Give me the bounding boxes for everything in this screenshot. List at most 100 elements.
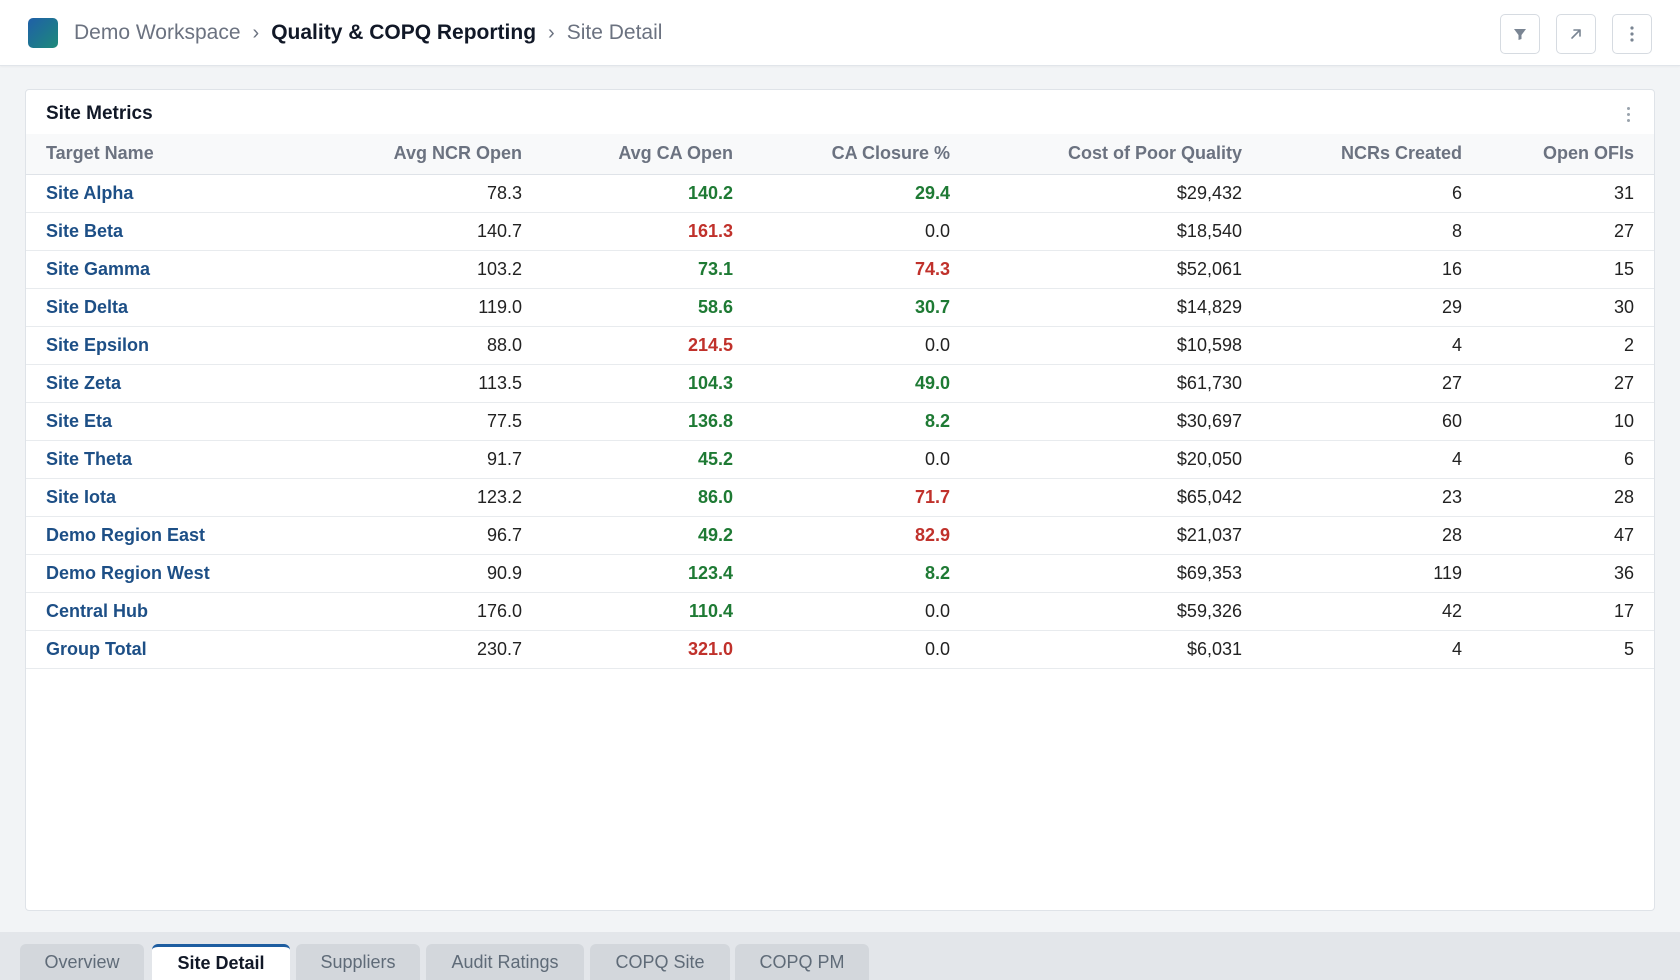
cell-avg-ncr-open: 123.2 bbox=[306, 478, 542, 517]
cell-ca-closure: 8.2 bbox=[753, 402, 970, 441]
cell-ca-closure: 30.7 bbox=[753, 288, 970, 327]
table-row[interactable]: Site Theta 91.7 45.2 0.0 $20,050 4 6 bbox=[26, 440, 1654, 479]
cell-avg-ca-open: 45.2 bbox=[542, 440, 753, 479]
cell-target-name[interactable]: Site Epsilon bbox=[26, 326, 306, 365]
table-row[interactable]: Site Alpha 78.3 140.2 29.4 $29,432 6 31 bbox=[26, 174, 1654, 213]
cell-target-name[interactable]: Site Iota bbox=[26, 478, 306, 517]
cell-ca-closure: 29.4 bbox=[753, 174, 970, 213]
cell-open-ofis: 15 bbox=[1482, 250, 1654, 289]
cell-target-name[interactable]: Site Delta bbox=[26, 288, 306, 327]
expand-icon bbox=[1571, 29, 1581, 39]
cell-avg-ca-open: 123.4 bbox=[542, 554, 753, 593]
cell-ca-closure: 0.0 bbox=[753, 440, 970, 479]
tab-copq-pm[interactable]: COPQ PM bbox=[735, 944, 869, 980]
cell-avg-ca-open: 58.6 bbox=[542, 288, 753, 327]
breadcrumb-report[interactable]: Quality & COPQ Reporting bbox=[271, 21, 537, 44]
cell-target-name[interactable]: Demo Region West bbox=[26, 554, 306, 593]
cell-target-name[interactable]: Site Zeta bbox=[26, 364, 306, 403]
card-menu-icon[interactable] bbox=[1620, 102, 1636, 126]
column-header-ncrs-created[interactable]: NCRs Created bbox=[1262, 134, 1482, 175]
cell-avg-ca-open: 214.5 bbox=[542, 326, 753, 365]
column-header-copq[interactable]: Cost of Poor Quality bbox=[970, 134, 1262, 175]
column-header-target-name[interactable]: Target Name bbox=[26, 134, 306, 175]
cell-ca-closure: 0.0 bbox=[753, 630, 970, 669]
cell-open-ofis: 6 bbox=[1482, 440, 1654, 479]
cell-avg-ca-open: 104.3 bbox=[542, 364, 753, 403]
cell-open-ofis: 5 bbox=[1482, 630, 1654, 669]
tab-audit-ratings[interactable]: Audit Ratings bbox=[426, 944, 584, 980]
column-header-open-ofis[interactable]: Open OFIs bbox=[1482, 134, 1654, 175]
table-body: Site Alpha 78.3 140.2 29.4 $29,432 6 31 Site Be… bbox=[26, 174, 1654, 669]
cell-target-name[interactable]: Demo Region East bbox=[26, 516, 306, 555]
table-row[interactable]: Site Iota 123.2 86.0 71.7 $65,042 23 28 bbox=[26, 478, 1654, 517]
cell-copq: $52,061 bbox=[970, 250, 1262, 289]
cell-open-ofis: 27 bbox=[1482, 364, 1654, 403]
cell-avg-ca-open: 86.0 bbox=[542, 478, 753, 517]
table-row[interactable]: Site Gamma 103.2 73.1 74.3 $52,061 16 15 bbox=[26, 250, 1654, 289]
tab-overview[interactable]: Overview bbox=[20, 944, 144, 980]
table-row[interactable]: Demo Region East 96.7 49.2 82.9 $21,037 28 47 bbox=[26, 516, 1654, 555]
cell-open-ofis: 31 bbox=[1482, 174, 1654, 213]
cell-avg-ncr-open: 113.5 bbox=[306, 364, 542, 403]
cell-ca-closure: 49.0 bbox=[753, 364, 970, 403]
cell-target-name[interactable]: Site Alpha bbox=[26, 174, 306, 213]
filter-button[interactable] bbox=[1500, 14, 1540, 54]
cell-target-name[interactable]: Site Gamma bbox=[26, 250, 306, 289]
cell-ncrs-created: 23 bbox=[1262, 478, 1482, 517]
cell-ca-closure: 0.0 bbox=[753, 212, 970, 251]
table-row[interactable]: Site Beta 140.7 161.3 0.0 $18,540 8 27 bbox=[26, 212, 1654, 251]
cell-avg-ca-open: 49.2 bbox=[542, 516, 753, 555]
cell-avg-ncr-open: 88.0 bbox=[306, 326, 542, 365]
cell-open-ofis: 30 bbox=[1482, 288, 1654, 327]
cell-avg-ncr-open: 96.7 bbox=[306, 516, 542, 555]
tab-suppliers[interactable]: Suppliers bbox=[296, 944, 420, 980]
expand-button[interactable] bbox=[1556, 14, 1596, 54]
cell-copq: $18,540 bbox=[970, 212, 1262, 251]
cell-target-name[interactable]: Site Beta bbox=[26, 212, 306, 251]
tab-copq-site[interactable]: COPQ Site bbox=[590, 944, 730, 980]
cell-ncrs-created: 29 bbox=[1262, 288, 1482, 327]
cell-avg-ncr-open: 176.0 bbox=[306, 592, 542, 631]
cell-target-name[interactable]: Central Hub bbox=[26, 592, 306, 631]
site-metrics-card: Site Metrics Target Name Avg NCR Open Av… bbox=[25, 89, 1655, 911]
cell-ncrs-created: 4 bbox=[1262, 630, 1482, 669]
card-title: Site Metrics bbox=[46, 103, 153, 124]
breadcrumb: Demo Workspace › Quality & COPQ Reportin… bbox=[74, 20, 662, 46]
cell-ca-closure: 0.0 bbox=[753, 326, 970, 365]
cell-copq: $14,829 bbox=[970, 288, 1262, 327]
column-header-ca-closure[interactable]: CA Closure % bbox=[753, 134, 970, 175]
cell-open-ofis: 28 bbox=[1482, 478, 1654, 517]
table-row[interactable]: Group Total 230.7 321.0 0.0 $6,031 4 5 bbox=[26, 630, 1654, 669]
cell-ncrs-created: 6 bbox=[1262, 174, 1482, 213]
cell-copq: $65,042 bbox=[970, 478, 1262, 517]
table-row[interactable]: Site Eta 77.5 136.8 8.2 $30,697 60 10 bbox=[26, 402, 1654, 441]
table-row[interactable]: Demo Region West 90.9 123.4 8.2 $69,353 119 36 bbox=[26, 554, 1654, 593]
table-row[interactable]: Central Hub 176.0 110.4 0.0 $59,326 42 17 bbox=[26, 592, 1654, 631]
cell-target-name[interactable]: Site Theta bbox=[26, 440, 306, 479]
breadcrumb-current-page: Site Detail bbox=[566, 21, 663, 44]
cell-ca-closure: 0.0 bbox=[753, 592, 970, 631]
breadcrumb-workspace[interactable]: Demo Workspace bbox=[74, 21, 241, 44]
cell-avg-ca-open: 140.2 bbox=[542, 174, 753, 213]
cell-ncrs-created: 42 bbox=[1262, 592, 1482, 631]
column-header-avg-ca-open[interactable]: Avg CA Open bbox=[542, 134, 753, 175]
cell-ncrs-created: 4 bbox=[1262, 326, 1482, 365]
table-row[interactable]: Site Delta 119.0 58.6 30.7 $14,829 29 30 bbox=[26, 288, 1654, 327]
cell-target-name[interactable]: Site Eta bbox=[26, 402, 306, 441]
cell-open-ofis: 47 bbox=[1482, 516, 1654, 555]
cell-avg-ncr-open: 140.7 bbox=[306, 212, 542, 251]
tab-site-detail[interactable]: Site Detail bbox=[152, 944, 290, 980]
more-options-button[interactable] bbox=[1612, 14, 1652, 54]
cell-copq: $10,598 bbox=[970, 326, 1262, 365]
cell-copq: $20,050 bbox=[970, 440, 1262, 479]
cell-open-ofis: 2 bbox=[1482, 326, 1654, 365]
table-row[interactable]: Site Epsilon 88.0 214.5 0.0 $10,598 4 2 bbox=[26, 326, 1654, 365]
table-row[interactable]: Site Zeta 113.5 104.3 49.0 $61,730 27 27 bbox=[26, 364, 1654, 403]
app-logo[interactable] bbox=[28, 18, 58, 48]
cell-avg-ncr-open: 78.3 bbox=[306, 174, 542, 213]
cell-open-ofis: 17 bbox=[1482, 592, 1654, 631]
site-metrics-table: Target Name Avg NCR Open Avg CA Open CA … bbox=[26, 134, 1654, 669]
cell-avg-ca-open: 321.0 bbox=[542, 630, 753, 669]
column-header-avg-ncr-open[interactable]: Avg NCR Open bbox=[306, 134, 542, 175]
cell-target-name[interactable]: Group Total bbox=[26, 630, 306, 669]
